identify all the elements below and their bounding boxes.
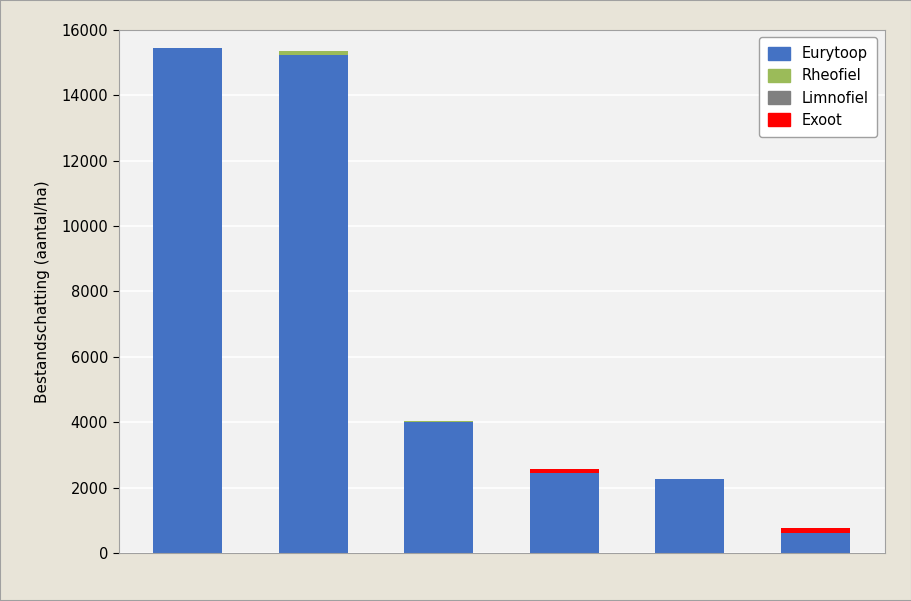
Bar (529, 469, 599, 473)
Bar (529, 473, 599, 553)
Bar (279, 50, 347, 55)
Bar (655, 480, 723, 553)
Bar (780, 528, 849, 532)
Bar (404, 421, 473, 423)
Y-axis label: Bestandschatting (aantal/ha): Bestandschatting (aantal/ha) (36, 180, 50, 403)
Bar (404, 423, 473, 553)
Bar (780, 532, 849, 553)
Bar (279, 55, 347, 553)
Bar (153, 48, 222, 553)
Legend: Eurytoop, Rheofiel, Limnofiel, Exoot: Eurytoop, Rheofiel, Limnofiel, Exoot (759, 37, 876, 136)
